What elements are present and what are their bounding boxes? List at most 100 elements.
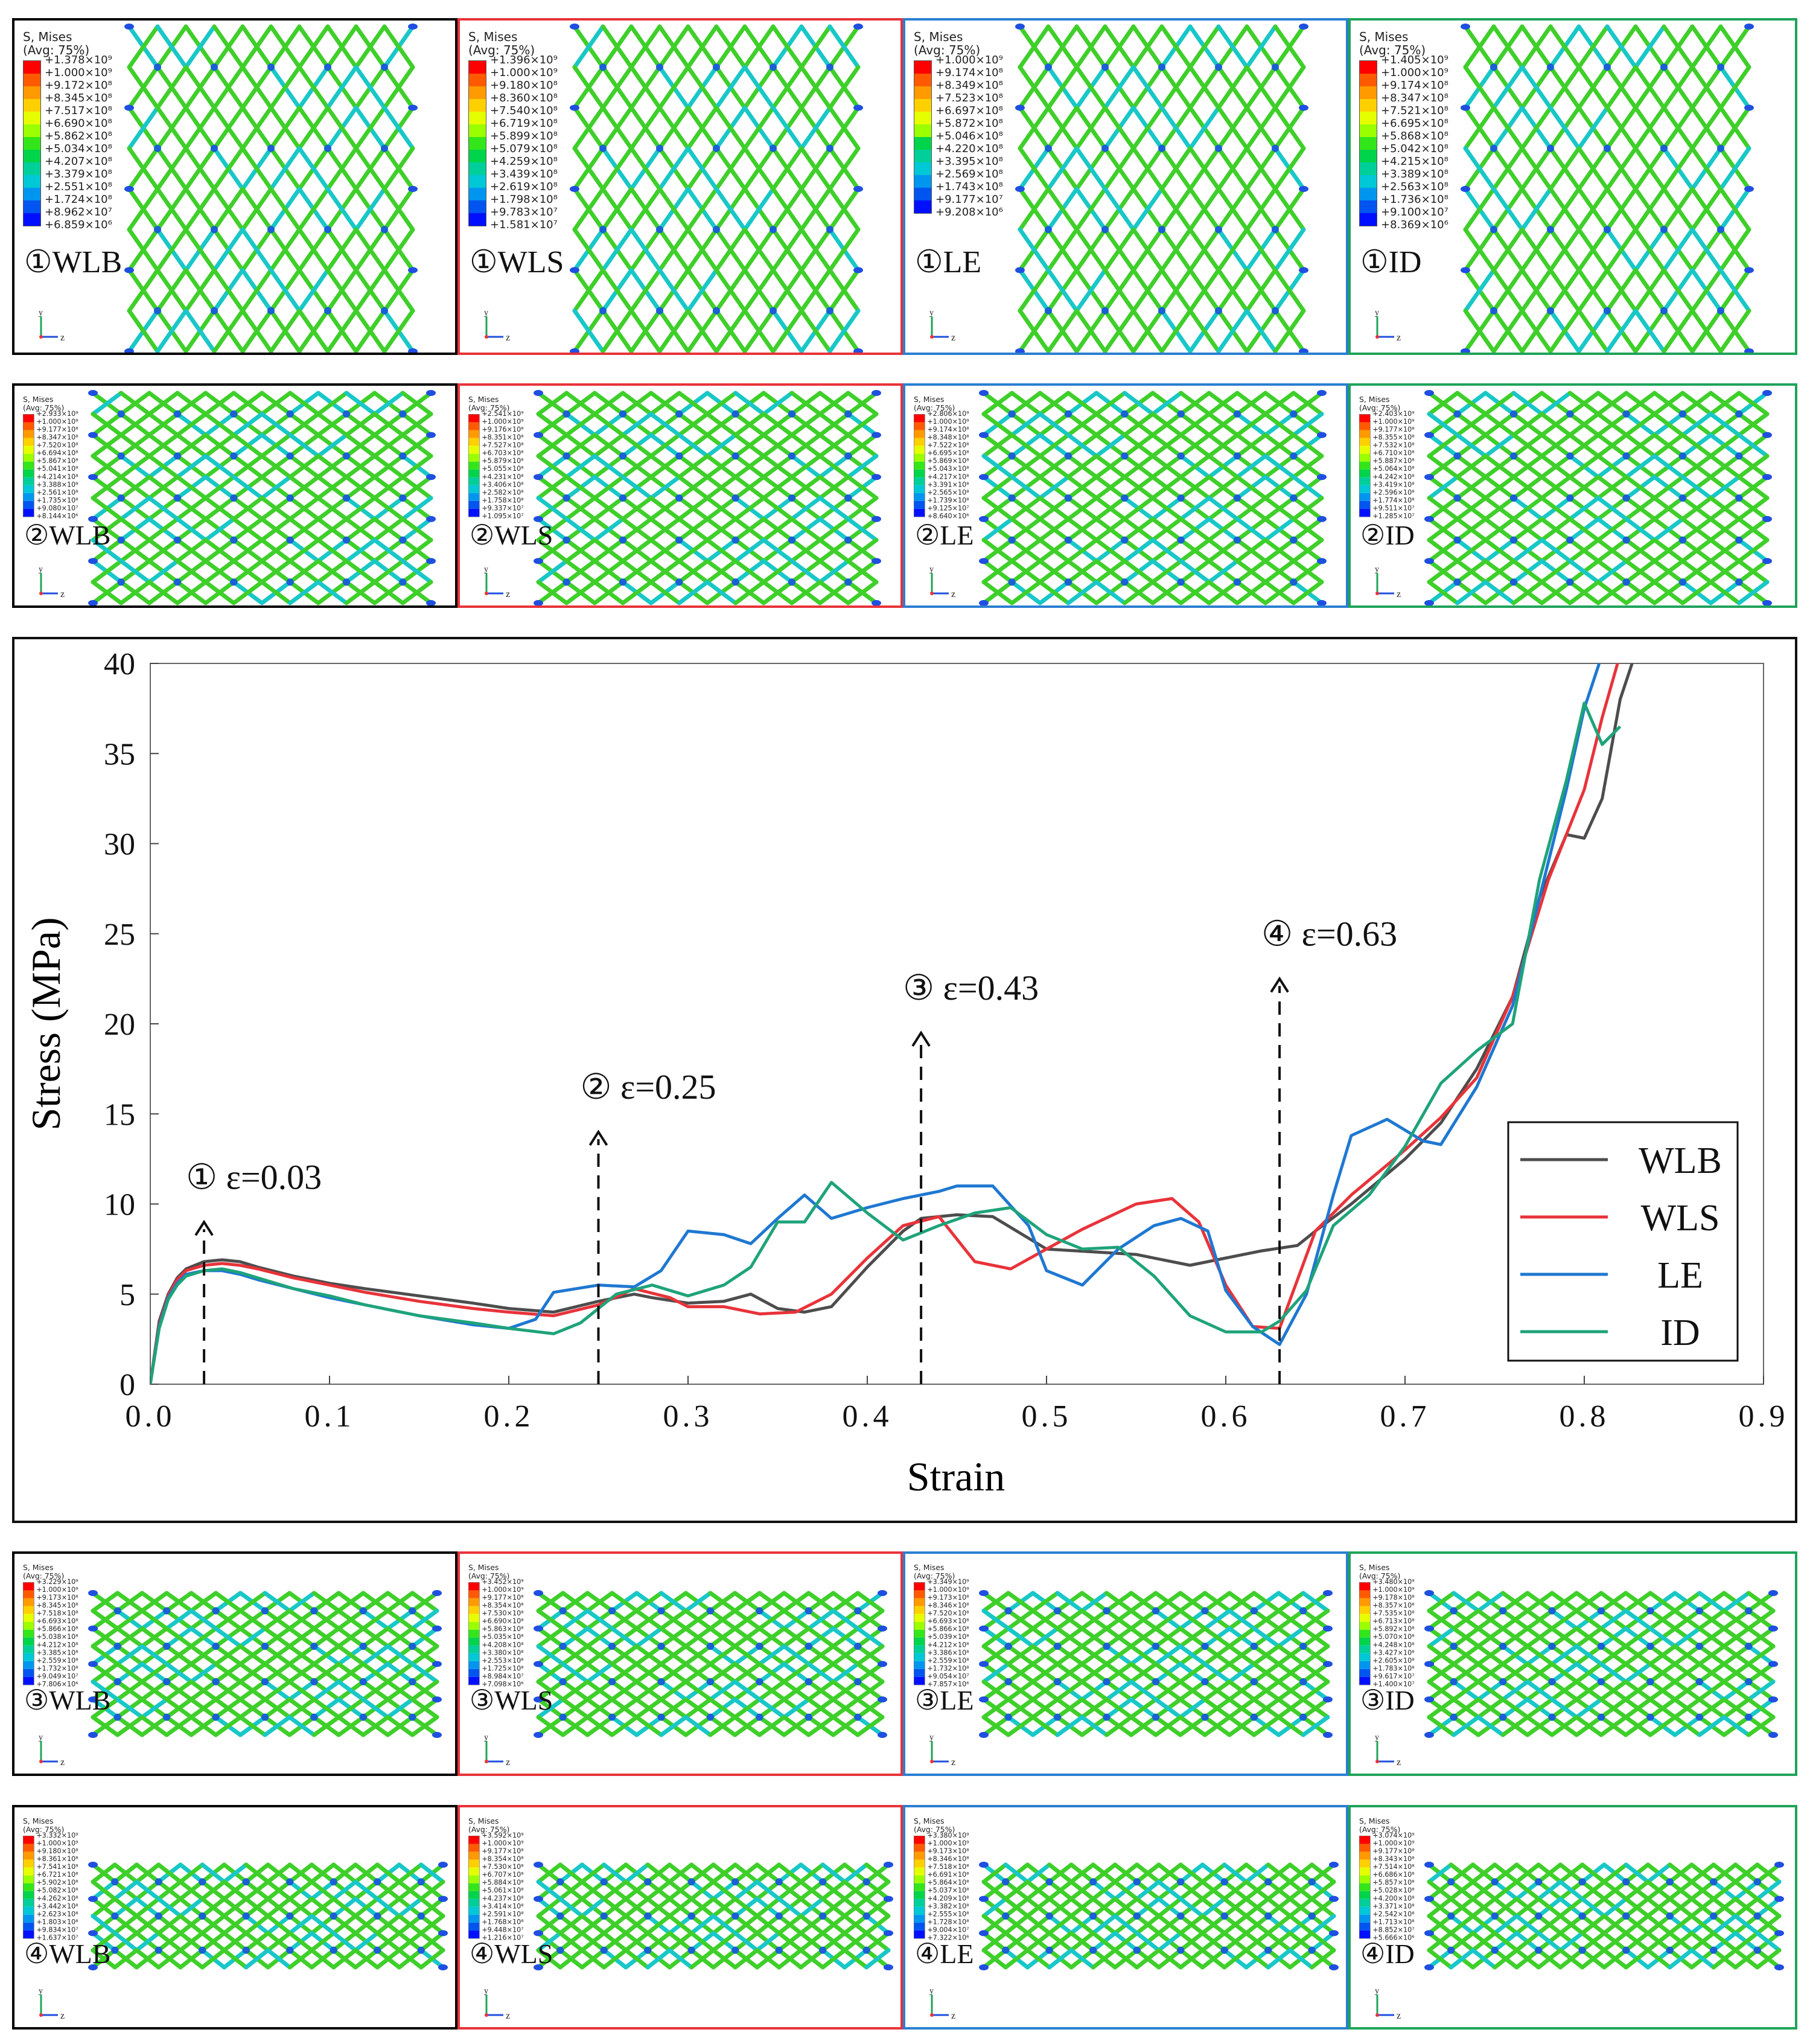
colorbar-tick: +9.783×10⁷ (490, 206, 558, 219)
colorbar-tick: +9.177×10⁸ (482, 1847, 524, 1856)
colorbar (23, 60, 41, 226)
annotation-arrowhead (911, 1030, 931, 1047)
svg-text:z: z (1397, 589, 1401, 599)
colorbar-tick: +9.180×10⁸ (490, 79, 558, 92)
colorbar-tick: +8.348×10⁸ (927, 433, 969, 442)
mises-legend: S, Mises (Avg: 75%) +1.405×10⁹ +1.000×10⁹ +… (1359, 30, 1448, 231)
colorbar-tick: +5.899×10⁸ (490, 130, 558, 142)
fem-panel: S, Mises (Avg: 75%) +1.378×10⁹ +1.000×10⁹ +… (12, 18, 457, 355)
colorbar-tick: +2.806×10⁹ (927, 410, 969, 418)
panel-label: ①WLS (470, 245, 564, 279)
colorbar-tick: +9.177×10⁸ (1372, 426, 1415, 434)
legend-title: S, Mises (Avg: 75%) (914, 1563, 955, 1580)
svg-text:y: y (39, 567, 43, 574)
colorbar-tick: +5.868×10⁸ (1381, 130, 1448, 142)
panel-label: ③WLS (470, 1685, 553, 1716)
colorbar-tick: +4.217×10⁸ (927, 473, 969, 481)
colorbar (914, 1836, 925, 1939)
colorbar-tick: +7.523×10⁸ (935, 92, 1003, 104)
fem-panel: S, Mises (Avg: 75%) +3.349×10⁹ +1.000×10⁹ +… (903, 1551, 1348, 1776)
lattice-struts (1424, 390, 1772, 605)
colorbar-tick: +5.863×10⁸ (482, 1625, 524, 1634)
colorbar-tick: +1.732×10⁸ (927, 1664, 969, 1673)
colorbar-tick: +6.695×10⁸ (927, 449, 969, 458)
colorbar-tick: +5.046×10⁸ (935, 130, 1003, 142)
y-tick-label: 25 (104, 918, 135, 952)
colorbar-tick: +5.866×10⁸ (36, 1625, 78, 1634)
colorbar-tick: +9.617×10⁷ (1372, 1672, 1415, 1681)
colorbar-tick: +3.439×10⁸ (490, 168, 558, 180)
panel-label: ②WLS (470, 520, 553, 551)
colorbar-tick: +2.561×10⁸ (36, 488, 78, 497)
colorbar-tick: +1.000×10⁹ (36, 1839, 78, 1848)
colorbar-tick: +2.605×10⁸ (1372, 1656, 1415, 1665)
colorbar-tick: +2.619×10⁸ (490, 180, 558, 193)
colorbar-tick: +9.174×10⁸ (927, 426, 969, 434)
colorbar (1359, 1582, 1371, 1685)
colorbar-tick: +8.640×10⁶ (927, 512, 969, 520)
colorbar-tick: +6.719×10⁸ (490, 117, 558, 130)
colorbar-tick: +3.391×10⁸ (927, 481, 969, 489)
colorbar-tick: +6.707×10⁸ (482, 1871, 524, 1879)
svg-text:z: z (951, 2011, 955, 2021)
colorbar-tick: +8.355×10⁸ (1372, 433, 1415, 442)
colorbar-tick: +6.690×10⁸ (482, 1617, 524, 1626)
x-axis-label: Strain (907, 1454, 1005, 1499)
x-tick-label: 0.9 (1739, 1399, 1789, 1434)
colorbar-tick: +4.262×10⁸ (36, 1894, 78, 1903)
chart-svg: 0.0 0.1 0.2 0.3 0.4 0.5 0.6 0.7 0.8 0.9 0 5 10 15 20 25… (23, 647, 1789, 1499)
colorbar-tick: +8.962×10⁷ (45, 206, 112, 219)
colorbar-tick: +5.064×10⁸ (1372, 465, 1415, 473)
colorbar-tick: +6.691×10⁸ (927, 1871, 969, 1879)
svg-text:y: y (929, 1988, 934, 1996)
colorbar (914, 60, 932, 214)
colorbar-tick: +6.686×10⁸ (1372, 1871, 1415, 1879)
colorbar-tick: +1.728×10⁸ (927, 1918, 969, 1926)
legend-title: S, Mises (Avg: 75%) (468, 1563, 510, 1580)
colorbar-tick: +9.054×10⁷ (927, 1672, 969, 1681)
legend-title: S, Mises (Avg: 75%) (1359, 1816, 1401, 1834)
colorbar-tick: +7.527×10⁸ (482, 441, 524, 450)
legend-title: S, Mises (Avg: 75%) (1359, 395, 1401, 412)
svg-text:z: z (951, 333, 955, 343)
colorbar-tick: +6.713×10⁸ (1372, 1617, 1415, 1626)
colorbar-tick: +9.337×10⁷ (482, 504, 524, 513)
axis-triad-icon: zy (1375, 1735, 1401, 1768)
panel-label: ④WLB (24, 1938, 111, 1969)
annotation-label: ③ ε=0.43 (903, 968, 1039, 1008)
colorbar-tick: +1.095×10⁷ (482, 512, 524, 520)
colorbar-tick: +5.902×10⁸ (36, 1879, 78, 1887)
colorbar-tick: +4.212×10⁸ (927, 1641, 969, 1649)
colorbar-tick: +9.448×10⁷ (482, 1926, 524, 1934)
colorbar-tick: +5.864×10⁸ (927, 1879, 969, 1887)
colorbar-tick: +6.693×10⁸ (36, 1617, 78, 1626)
colorbar-tick: +9.178×10⁸ (1372, 1594, 1415, 1602)
colorbar-tick: +2.623×10⁸ (36, 1910, 78, 1918)
colorbar-tick: +9.177×10⁸ (36, 426, 78, 434)
lattice-struts (979, 1590, 1333, 1738)
colorbar-tick: +6.721×10⁸ (36, 1871, 78, 1879)
colorbar-tick: +1.000×10⁹ (1381, 66, 1448, 79)
colorbar (468, 1582, 480, 1685)
colorbar-tick: +9.174×10⁸ (1381, 79, 1448, 92)
colorbar-tick: +2.933×10⁹ (36, 410, 78, 418)
lattice-struts (88, 390, 436, 605)
colorbar-tick: +1.000×10⁹ (1372, 1586, 1415, 1594)
svg-text:z: z (951, 589, 955, 599)
axis-triad-icon: zy (929, 1735, 955, 1768)
colorbar-tick: +3.452×10⁹ (482, 1578, 524, 1586)
legend-title: S, Mises (Avg: 75%) (1359, 1563, 1401, 1580)
colorbar-tick: +5.857×10⁸ (1372, 1879, 1415, 1887)
lattice-render (88, 1862, 448, 1970)
mises-legend: S, Mises (Avg: 75%) +3.480×10⁹ +1.000×10⁹ +… (1359, 1563, 1415, 1688)
colorbar-tick: +4.237×10⁸ (482, 1894, 524, 1903)
colorbar-tick: +8.361×10⁸ (36, 1855, 78, 1864)
colorbar-tick: +7.535×10⁸ (1372, 1609, 1415, 1618)
colorbar-tick: +1.400×10⁷ (1372, 1680, 1415, 1688)
colorbar-tick: +1.000×10⁹ (482, 1586, 524, 1594)
colorbar-tick: +5.892×10⁸ (1372, 1625, 1415, 1634)
colorbar-tick: +1.000×10⁹ (935, 54, 1003, 66)
legend-entry: WLS (1641, 1198, 1720, 1239)
colorbar-tick: +6.710×10⁸ (1372, 449, 1415, 458)
legend-title: S, Mises (Avg: 75%) (23, 395, 65, 412)
